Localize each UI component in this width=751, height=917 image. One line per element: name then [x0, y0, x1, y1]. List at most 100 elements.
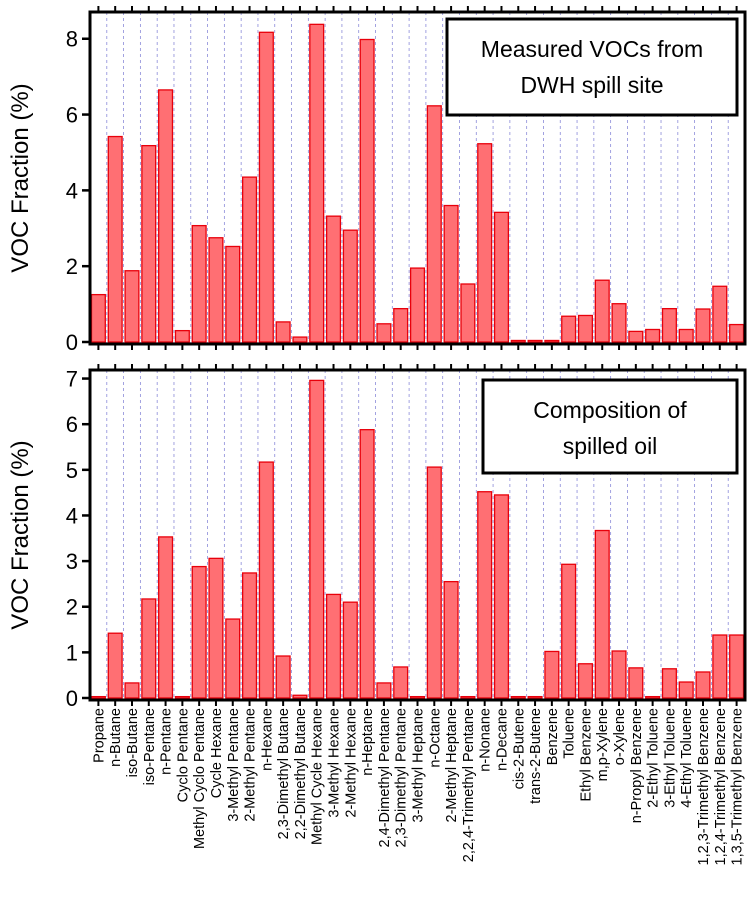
y-tick-label: 3 — [66, 549, 78, 574]
category-label: iso-Pentane — [142, 708, 158, 785]
y-tick-label: 5 — [66, 458, 78, 483]
bar-1-29 — [561, 315, 577, 343]
y-tick-label: 2 — [66, 254, 78, 279]
category-label: trans-2-Butene — [528, 708, 544, 804]
bar-2-22 — [443, 580, 459, 699]
bar-2-31 — [594, 529, 610, 699]
bar-2-23 — [460, 695, 476, 699]
bar-1-33 — [628, 330, 644, 343]
bar-1-28 — [544, 339, 560, 343]
category-label: n-Butane — [108, 708, 124, 767]
category-label: n-Octane — [427, 708, 443, 768]
bar-1-5 — [158, 89, 174, 343]
y-tick-label: 0 — [66, 686, 78, 711]
bar-2-15 — [325, 593, 342, 699]
bar-2-28 — [544, 650, 560, 699]
category-label: o-Xylene — [612, 708, 628, 765]
y-tick-label: 6 — [66, 412, 78, 437]
bar-2-8 — [208, 557, 224, 699]
bar-1-13 — [292, 336, 308, 343]
bar-1-4 — [141, 144, 157, 343]
bar-2-18 — [376, 682, 392, 699]
category-label: iso-Butane — [125, 708, 141, 777]
bar-1-8 — [208, 237, 224, 343]
bar-2-21 — [426, 466, 442, 699]
bar-1-21 — [426, 105, 442, 343]
bar-2-10 — [242, 572, 258, 699]
bar-2-9 — [225, 618, 241, 699]
bar-2-24 — [477, 491, 493, 699]
bar-2-20 — [409, 695, 426, 699]
legend-box — [481, 378, 739, 475]
legend-text: Measured VOCs from — [481, 36, 703, 62]
bar-1-26 — [510, 339, 526, 343]
bar-2-6 — [174, 695, 190, 699]
y-tick-label: 8 — [66, 27, 78, 52]
bar-2-3 — [124, 682, 140, 699]
category-label: 1,3,5-Trimethyl Benzene — [730, 708, 746, 865]
legend-text: DWH spill site — [520, 72, 663, 98]
category-label: 3-Methyl Hexane — [327, 708, 343, 818]
y-tick-label: 4 — [66, 178, 78, 203]
bar-2-37 — [695, 671, 711, 699]
bar-1-38 — [712, 285, 728, 343]
bar-1-18 — [376, 323, 392, 343]
category-label: 3-Methyl Heptane — [411, 708, 427, 822]
category-label: 1,2,4-Trimethyl Benzene — [713, 708, 729, 865]
legend-box — [445, 17, 739, 117]
bar-1-32 — [611, 303, 627, 343]
category-label: 1,2,3-Trimethyl Benzene — [696, 708, 712, 865]
bar-1-37 — [695, 308, 711, 343]
bar-1-23 — [460, 283, 476, 343]
bar-1-9 — [225, 245, 241, 343]
category-label: Toluene — [562, 708, 578, 759]
y-tick-label: 7 — [66, 367, 78, 392]
bar-2-2 — [107, 632, 123, 699]
bar-2-34 — [645, 695, 661, 699]
category-label: n-Decane — [494, 708, 510, 771]
bar-2-30 — [577, 663, 593, 699]
bar-2-27 — [527, 695, 543, 699]
category-label: 2-Methyl Hexane — [343, 708, 359, 818]
bar-2-11 — [258, 461, 274, 699]
bar-2-25 — [493, 494, 510, 699]
bar-1-27 — [527, 339, 543, 343]
y-tick-label: 6 — [66, 103, 78, 128]
category-label: Cyclo Pentane — [175, 708, 191, 802]
category-label: 4-Ethyl Toluene — [679, 708, 695, 808]
bar-2-4 — [141, 598, 157, 699]
category-label: Propane — [91, 708, 107, 763]
bar-1-31 — [594, 279, 610, 343]
bar-2-26 — [510, 695, 526, 699]
chart-panel-1: 0 2 4 6 8 VOC Fraction (%) Measured VOCs from D… — [7, 6, 747, 355]
bar-2-33 — [628, 667, 644, 699]
bar-1-10 — [242, 176, 258, 343]
category-label: 3-Methyl Pentane — [226, 708, 242, 822]
category-label: n-Pentane — [159, 708, 175, 775]
category-label: 2-Methyl Pentane — [243, 708, 259, 822]
chart-panel-2: 0 1 2 3 4 5 6 7 VOC Fraction (%) Composition of sp… — [7, 364, 747, 711]
y-tick-label: 4 — [66, 503, 78, 528]
bar-1-15 — [325, 215, 342, 343]
category-label: n-Heptane — [360, 708, 376, 776]
category-label: Cycle Hexane — [209, 708, 225, 798]
bar-2-35 — [661, 668, 677, 699]
y-tick-label: 1 — [66, 640, 78, 665]
category-label: 2-Ethyl Toluene — [646, 708, 662, 808]
bar-2-7 — [191, 565, 207, 699]
bar-1-7 — [191, 224, 207, 343]
category-label: Methyl Cyclo Pentane — [192, 708, 208, 849]
bar-1-17 — [359, 38, 375, 343]
bar-1-35 — [661, 307, 677, 343]
legend-text: spilled oil — [563, 433, 658, 459]
category-label: 2,4-Dimethyl Pentane — [377, 708, 393, 847]
bar-1-1 — [90, 293, 106, 343]
category-label: Methyl Cycle Hexane — [310, 708, 326, 845]
bar-2-36 — [678, 681, 694, 699]
bar-1-22 — [443, 204, 459, 343]
category-label: 2,3-Dimethyl Pentane — [394, 708, 410, 847]
category-label: 3-Ethyl Toluene — [662, 708, 678, 808]
bar-1-20 — [409, 267, 426, 343]
